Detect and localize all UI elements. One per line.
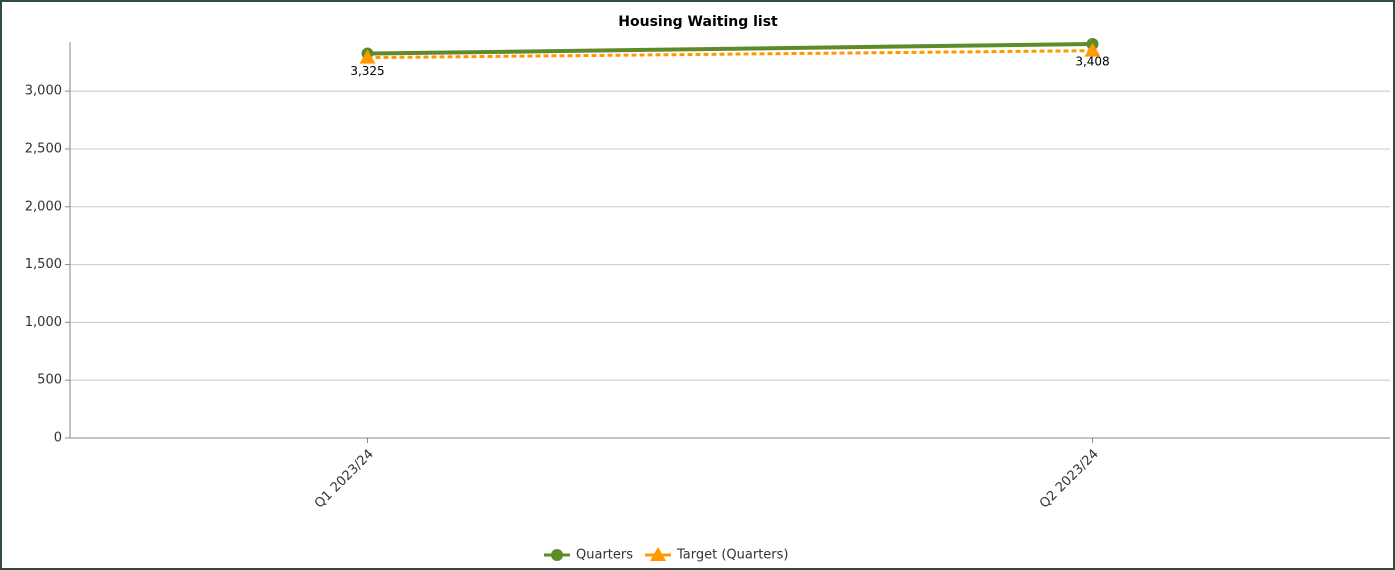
data-label: 3,408 [1075, 54, 1109, 68]
y-tick-label: 500 [37, 373, 62, 388]
target-line [367, 49, 1093, 60]
legend-label: Quarters [576, 548, 633, 563]
series-line [367, 41, 1093, 56]
x-tick-label: Q1 2023/24 [312, 447, 377, 512]
x-tick-label: Q2 2023/24 [1037, 447, 1102, 512]
data-label: 3,325 [350, 64, 384, 78]
chart-title: Housing Waiting list [618, 14, 778, 30]
legend-marker [650, 547, 666, 561]
point-marker [1084, 42, 1101, 57]
point-marker [359, 49, 376, 64]
y-tick-label: 1,500 [25, 257, 62, 272]
y-tick-label: 1,000 [25, 315, 62, 330]
legend-label: Target (Quarters) [676, 548, 789, 563]
y-tick-label: 2,500 [25, 141, 62, 156]
legend-marker [551, 549, 563, 561]
y-tick-label: 3,000 [25, 84, 62, 99]
y-tick-label: 2,000 [25, 199, 62, 214]
y-tick-label: 0 [54, 431, 62, 446]
